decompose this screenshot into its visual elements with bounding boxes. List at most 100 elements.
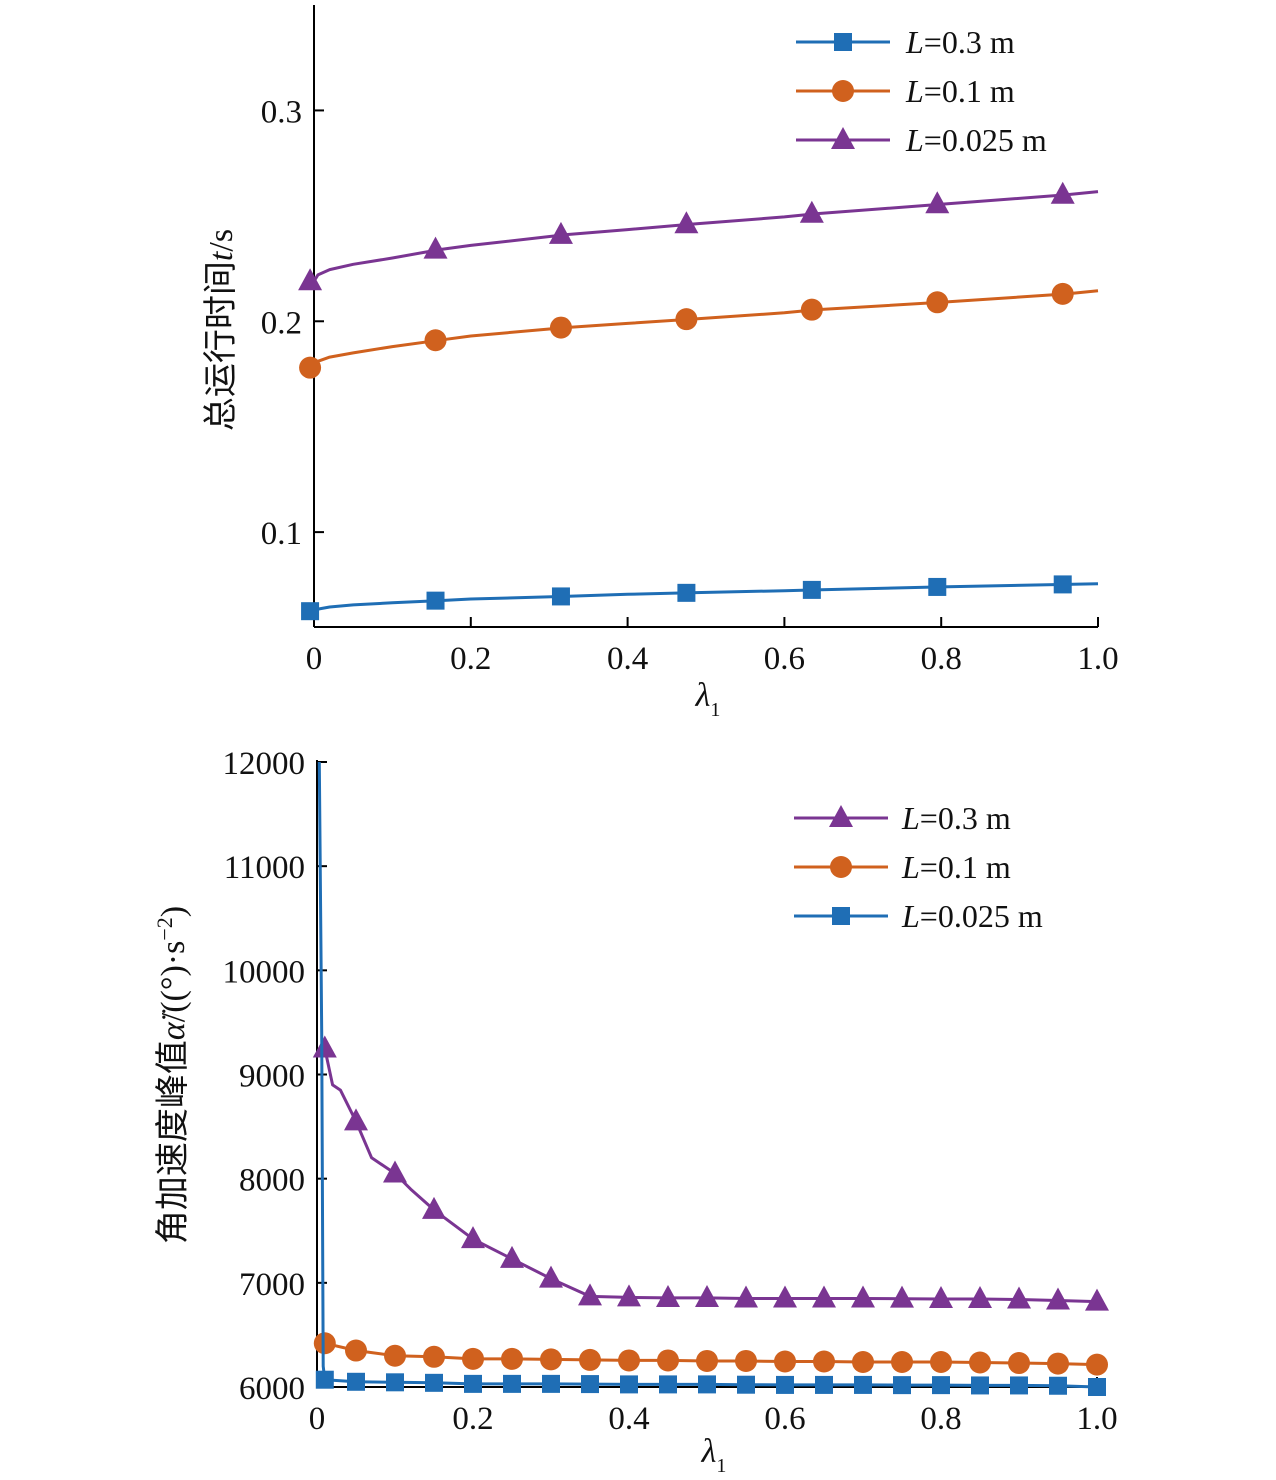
data-point xyxy=(696,1349,718,1372)
legend-label: L=0.3 m xyxy=(901,800,1011,836)
x-tick-label: 1.0 xyxy=(1077,641,1118,677)
data-point xyxy=(1088,1378,1106,1396)
data-point xyxy=(1049,1376,1067,1395)
legend-marker xyxy=(829,805,853,827)
x-tick-label: 0.2 xyxy=(452,1401,493,1437)
data-point xyxy=(345,1339,367,1362)
data-point xyxy=(698,1375,716,1394)
data-point xyxy=(423,236,448,259)
data-point xyxy=(426,591,445,610)
legend-entry: L=0.3 m xyxy=(796,24,1015,60)
data-point xyxy=(799,200,824,223)
data-point xyxy=(422,1196,446,1219)
data-point xyxy=(503,1374,521,1393)
y-tick-label: 12000 xyxy=(223,746,306,782)
data-point xyxy=(813,1350,835,1373)
x-axis-label: λ1 xyxy=(695,677,721,721)
data-point xyxy=(549,316,572,339)
y-tick-label: 11000 xyxy=(224,850,305,886)
data-point xyxy=(1085,1288,1109,1311)
y-axis-label: 总运行时间t/s xyxy=(202,229,240,431)
data-point xyxy=(971,1376,989,1395)
data-point xyxy=(386,1373,404,1392)
y-tick-label: 6000 xyxy=(239,1371,305,1407)
data-point xyxy=(659,1375,677,1394)
data-point xyxy=(501,1347,523,1370)
data-point xyxy=(657,1349,679,1372)
data-point xyxy=(734,1285,758,1308)
y-axis-label: 角加速度峰值α̈/((°)·s−2) xyxy=(152,906,192,1244)
data-point xyxy=(383,1160,407,1183)
series-L-0-3-m xyxy=(301,575,1099,621)
data-point xyxy=(893,1376,911,1395)
data-point xyxy=(930,1351,952,1373)
data-point xyxy=(423,1345,445,1368)
legend-marker xyxy=(834,33,852,51)
data-point xyxy=(891,1351,913,1373)
legend-marker xyxy=(832,80,854,102)
legend-label: L=0.1 m xyxy=(901,849,1011,885)
data-point xyxy=(929,1285,953,1308)
data-point xyxy=(539,1265,563,1288)
series-L-0-3-m xyxy=(312,1035,1109,1311)
legend-label: L=0.1 m xyxy=(905,73,1015,109)
x-tick-label: 0.8 xyxy=(921,641,962,677)
y-tick-label: 10000 xyxy=(223,954,306,990)
chart-1: 0 0.2 0.4 0.6 0.8 1.0 0.1 0.2 0.3 λ1 总运行时间t/s L=0.3… xyxy=(202,5,1119,721)
data-point xyxy=(776,1375,794,1394)
data-point xyxy=(800,298,823,321)
data-point xyxy=(464,1374,482,1393)
x-axis-label: λ1 xyxy=(701,1433,727,1477)
series-L-0-025-m xyxy=(298,181,1099,291)
data-point xyxy=(674,211,699,234)
data-point xyxy=(301,602,320,621)
x-tick-label: 0.4 xyxy=(607,641,648,677)
data-point xyxy=(812,1285,836,1308)
data-point xyxy=(695,1284,719,1307)
legend-label: L=0.025 m xyxy=(905,122,1047,158)
data-point xyxy=(1007,1286,1031,1309)
data-point xyxy=(425,1373,443,1392)
series-line xyxy=(312,289,1099,369)
data-point xyxy=(551,587,570,606)
data-point xyxy=(1047,1352,1069,1375)
series-L-0-1-m xyxy=(313,1332,1108,1376)
legend-label: L=0.3 m xyxy=(905,24,1015,60)
data-point xyxy=(1051,282,1074,305)
x-tick-label: 0.6 xyxy=(764,1401,805,1437)
data-point xyxy=(462,1347,484,1370)
data-point xyxy=(926,291,949,314)
data-point xyxy=(1050,181,1075,204)
y-tick-label: 7000 xyxy=(239,1267,305,1303)
legend-entry: L=0.1 m xyxy=(796,73,1015,109)
legend-entry: L=0.3 m xyxy=(794,800,1011,836)
data-point xyxy=(890,1285,914,1308)
data-point xyxy=(384,1344,406,1367)
data-point xyxy=(313,1332,336,1355)
data-point xyxy=(737,1375,755,1394)
x-tick-label: 0.2 xyxy=(450,641,491,677)
data-point xyxy=(1046,1287,1070,1310)
data-point xyxy=(581,1375,599,1394)
legend-label: L=0.025 m xyxy=(901,898,1043,934)
data-point xyxy=(928,577,947,596)
legend-marker xyxy=(832,907,850,925)
x-tick-label: 0.8 xyxy=(920,1401,961,1437)
data-point xyxy=(735,1349,757,1372)
data-point xyxy=(542,1374,560,1393)
data-point xyxy=(299,356,322,379)
legend-marker xyxy=(830,856,852,878)
data-point xyxy=(854,1375,872,1394)
data-point xyxy=(1086,1353,1108,1376)
data-point xyxy=(815,1375,833,1394)
series-L-0-025-m xyxy=(315,761,1106,1396)
chart-2: 0 0.2 0.4 0.6 0.8 1.0 6000 7000 8000 9000 10000 110… xyxy=(152,746,1118,1477)
x-tick-label: 0.4 xyxy=(608,1401,649,1437)
data-point xyxy=(1053,575,1072,594)
y-tick-label: 8000 xyxy=(239,1163,305,1199)
data-point xyxy=(969,1351,991,1374)
data-point xyxy=(578,1283,602,1306)
x-tick-label: 0.6 xyxy=(764,641,805,677)
data-point xyxy=(852,1351,874,1373)
